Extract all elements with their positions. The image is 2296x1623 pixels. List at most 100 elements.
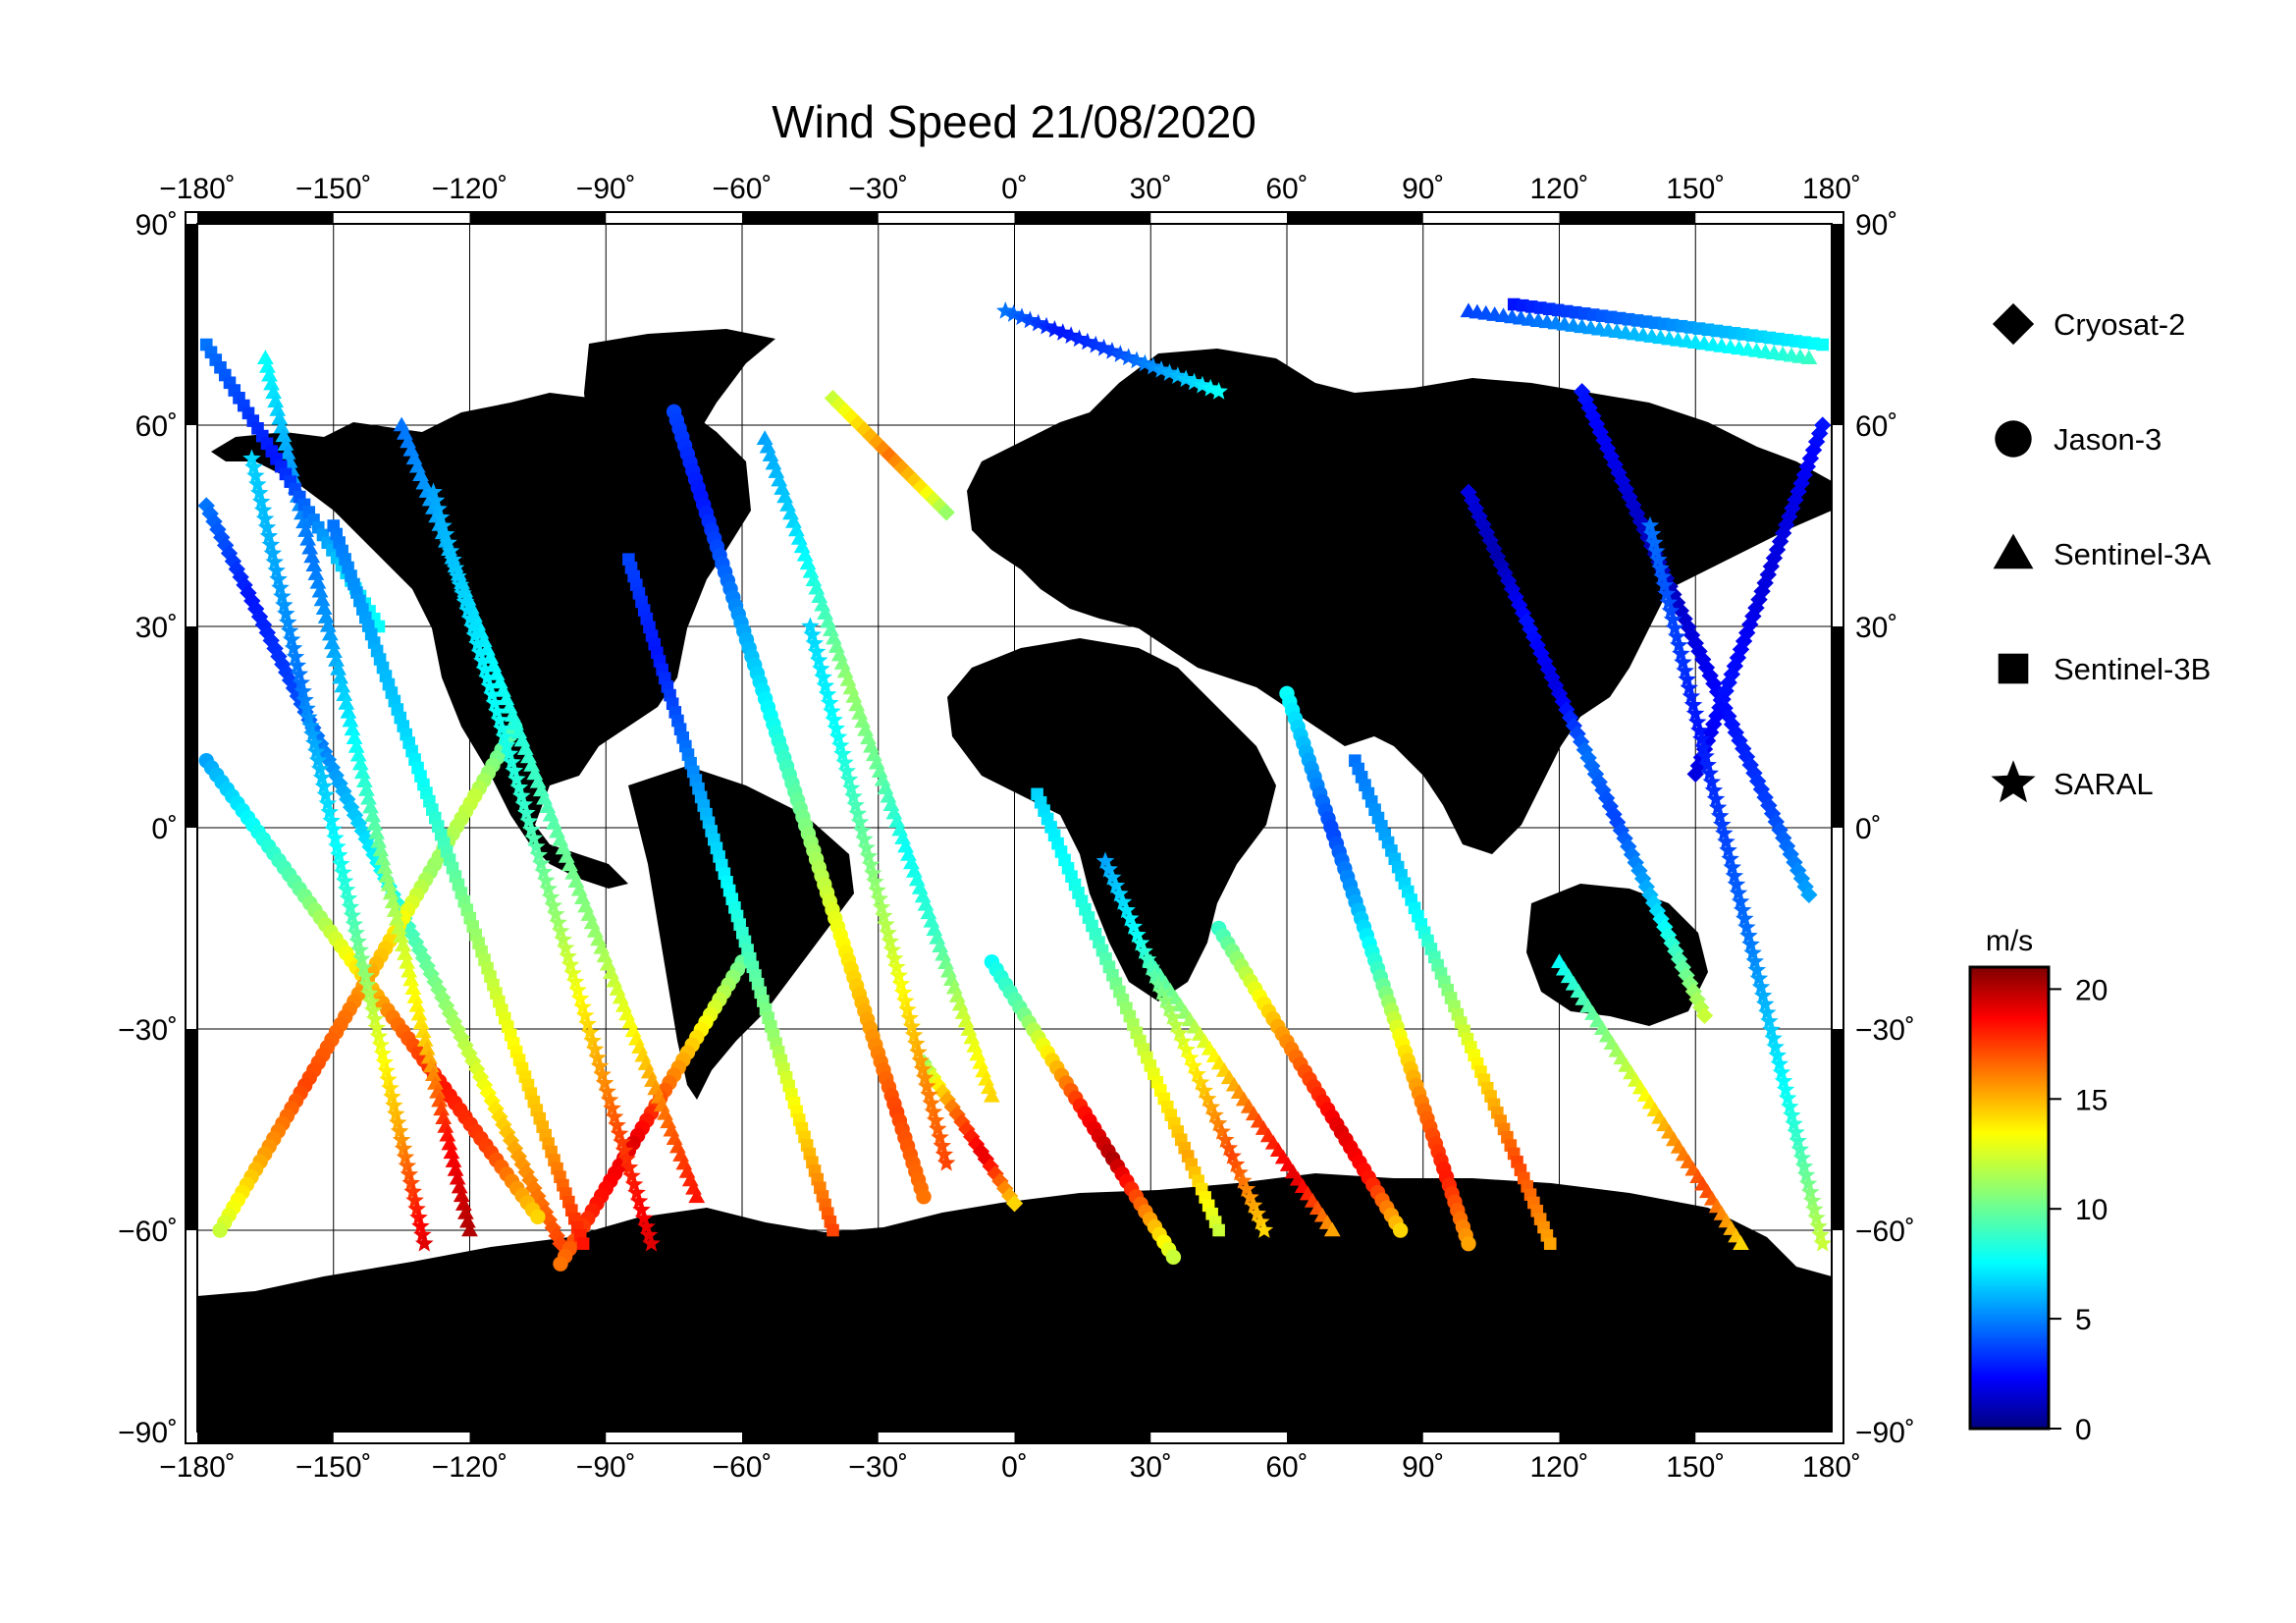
track-point bbox=[519, 811, 539, 830]
track-point bbox=[439, 533, 457, 551]
track-point bbox=[314, 777, 334, 794]
track-point bbox=[1737, 917, 1756, 936]
track-point bbox=[463, 618, 482, 635]
track-point bbox=[1807, 433, 1826, 451]
track-point bbox=[284, 638, 303, 657]
track-point bbox=[429, 1083, 446, 1099]
track-point bbox=[256, 350, 274, 364]
track-point bbox=[416, 1032, 434, 1047]
track-point bbox=[338, 695, 355, 710]
track-point bbox=[490, 710, 509, 729]
track-point bbox=[1004, 304, 1023, 322]
track-point bbox=[1168, 366, 1188, 384]
track-point bbox=[308, 727, 326, 745]
track-point bbox=[588, 1048, 607, 1066]
track-point bbox=[262, 631, 280, 650]
track-point bbox=[488, 702, 507, 720]
track-point bbox=[1798, 458, 1817, 475]
track-point bbox=[844, 786, 863, 805]
track-point bbox=[855, 830, 874, 847]
track-point bbox=[846, 795, 865, 814]
track-point bbox=[863, 863, 882, 882]
track-point bbox=[1061, 326, 1081, 344]
track-point bbox=[803, 624, 822, 643]
legend-item-sentinel-3b: Sentinel-3B bbox=[1998, 652, 2211, 686]
track-point bbox=[1209, 382, 1228, 400]
track-point bbox=[982, 1158, 999, 1175]
track-point bbox=[850, 812, 870, 831]
lon-tick-label-bottom: 30˚ bbox=[1130, 1451, 1172, 1484]
track-point bbox=[1037, 316, 1056, 335]
track-point bbox=[549, 913, 568, 931]
track-point bbox=[874, 906, 893, 924]
legend-symbol-circle-icon bbox=[1995, 420, 2032, 458]
track-point bbox=[559, 947, 578, 965]
track-point bbox=[420, 1049, 438, 1064]
track-point bbox=[435, 1109, 453, 1124]
track-point bbox=[929, 1076, 947, 1094]
track-point bbox=[1752, 781, 1771, 798]
track-point bbox=[343, 906, 362, 924]
satellite-legend: Cryosat-2 Jason-3 Sentinel-3A Sentinel-3B SA… bbox=[1991, 302, 2212, 803]
track-point bbox=[316, 785, 336, 803]
track-point bbox=[554, 930, 573, 948]
track-point bbox=[385, 1096, 403, 1114]
track-point bbox=[809, 650, 828, 669]
lon-tick-label-bottom: 180˚ bbox=[1802, 1451, 1861, 1484]
track-point bbox=[318, 793, 338, 812]
track-point bbox=[891, 974, 911, 993]
track-point bbox=[375, 1053, 395, 1071]
track-point bbox=[1641, 886, 1659, 904]
track-point bbox=[893, 459, 911, 477]
track-point bbox=[1646, 541, 1666, 560]
track-point bbox=[1573, 383, 1591, 401]
track-point bbox=[1725, 866, 1744, 885]
track-point bbox=[1110, 345, 1130, 362]
track-point bbox=[1573, 732, 1590, 751]
track-point bbox=[925, 491, 942, 509]
track-point bbox=[365, 1009, 385, 1028]
track-point bbox=[937, 504, 955, 521]
track-point bbox=[1695, 1006, 1714, 1025]
track-point bbox=[1751, 977, 1771, 996]
track-point bbox=[334, 677, 351, 693]
track-point bbox=[1628, 505, 1646, 522]
track-point bbox=[1663, 934, 1681, 952]
frame-segment-left bbox=[186, 224, 197, 425]
track-point bbox=[913, 1059, 933, 1078]
track-point bbox=[269, 402, 287, 416]
track-point bbox=[1686, 765, 1704, 784]
track-point bbox=[593, 1064, 612, 1083]
track-point bbox=[1244, 1196, 1263, 1214]
track-point bbox=[1117, 900, 1136, 919]
track-point bbox=[426, 491, 446, 509]
track-point bbox=[422, 1057, 440, 1073]
track-point bbox=[1481, 531, 1499, 550]
track-point bbox=[323, 634, 341, 650]
track-point bbox=[340, 703, 357, 719]
track-point bbox=[454, 1196, 472, 1211]
track-point bbox=[561, 955, 580, 973]
lon-tick-label-bottom: −30˚ bbox=[848, 1451, 908, 1484]
track-point bbox=[445, 1012, 463, 1031]
track-point bbox=[297, 522, 314, 537]
track-point bbox=[603, 1099, 621, 1117]
map-panel: −180˚ −180˚ −150˚ −150˚ −120˚ −120˚ −90˚ −90˚ −6… bbox=[118, 173, 1915, 1484]
track-point bbox=[493, 719, 511, 737]
track-point bbox=[386, 902, 403, 917]
track-point bbox=[548, 1226, 565, 1245]
track-point bbox=[467, 1060, 486, 1078]
track-point bbox=[1704, 781, 1724, 799]
track-point bbox=[449, 567, 467, 585]
track-point bbox=[348, 932, 367, 950]
track-point bbox=[412, 1014, 430, 1030]
track-point bbox=[1659, 593, 1679, 611]
legend-item-sentinel-3a: Sentinel-3A bbox=[1993, 533, 2212, 571]
track-point bbox=[805, 633, 825, 652]
track-point bbox=[1248, 1204, 1267, 1222]
track-point bbox=[431, 1092, 448, 1108]
track-point bbox=[1692, 999, 1710, 1016]
track-point bbox=[320, 802, 340, 821]
track-point bbox=[1251, 1212, 1270, 1230]
track-point bbox=[1095, 338, 1113, 356]
